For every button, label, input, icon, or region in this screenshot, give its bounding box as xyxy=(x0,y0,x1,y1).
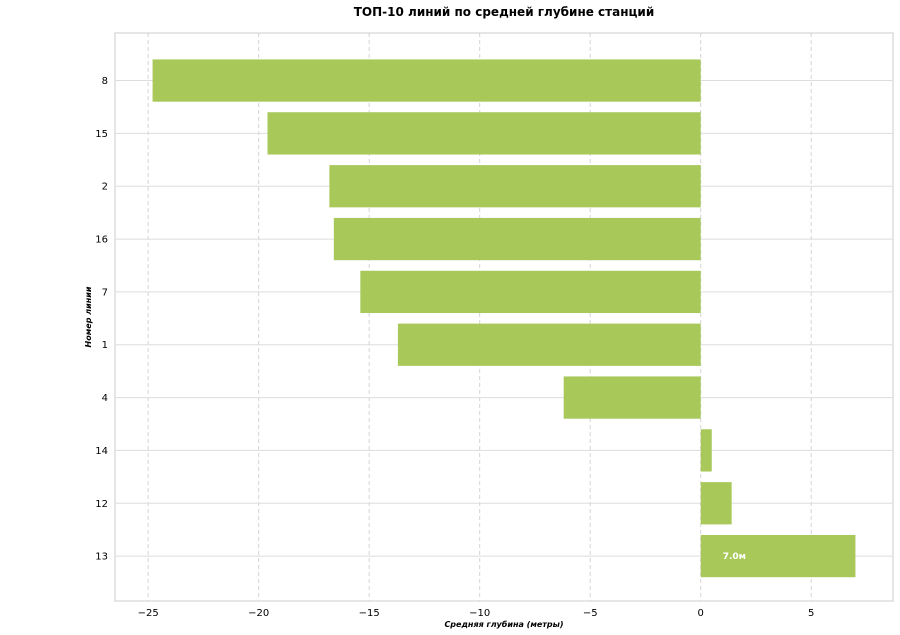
y-tick-label: 2 xyxy=(102,182,108,193)
y-tick-label: 1 xyxy=(102,340,108,351)
x-axis-label: Средняя глубина (метры) xyxy=(444,619,563,629)
x-tick-label: −15 xyxy=(359,608,380,619)
y-tick-label: 16 xyxy=(95,235,108,246)
x-tick-label: 5 xyxy=(808,608,814,619)
bar xyxy=(700,482,732,525)
y-tick-label: 13 xyxy=(95,552,108,563)
bar xyxy=(563,376,701,419)
x-tick-label: −20 xyxy=(248,608,269,619)
bar xyxy=(333,217,701,261)
x-tick-label: 0 xyxy=(698,608,704,619)
y-tick-label: 8 xyxy=(102,76,108,87)
y-tick-label: 15 xyxy=(95,129,108,140)
bar xyxy=(700,534,856,578)
x-tick-label: −10 xyxy=(469,608,490,619)
y-tick-label: 7 xyxy=(102,287,108,298)
bar xyxy=(360,270,701,314)
y-tick-label: 4 xyxy=(102,393,108,404)
bar xyxy=(152,59,701,102)
chart-title: ТОП-10 линий по средней глубине станций xyxy=(354,5,654,19)
bar xyxy=(329,165,701,208)
bar-value-label: 7.0м xyxy=(723,552,746,562)
x-tick-labels: −25 −20 −15 −10 −5 0 5 xyxy=(138,608,815,619)
y-tick-label: 12 xyxy=(95,499,108,510)
y-tick-label: 14 xyxy=(95,446,108,457)
x-tick-label: −5 xyxy=(583,608,598,619)
bar xyxy=(700,429,712,472)
bars: 7.0м xyxy=(152,59,856,578)
bar xyxy=(267,112,701,155)
x-tick-label: −25 xyxy=(138,608,159,619)
bar xyxy=(397,323,701,366)
y-axis-label: Номер линии xyxy=(84,286,93,347)
